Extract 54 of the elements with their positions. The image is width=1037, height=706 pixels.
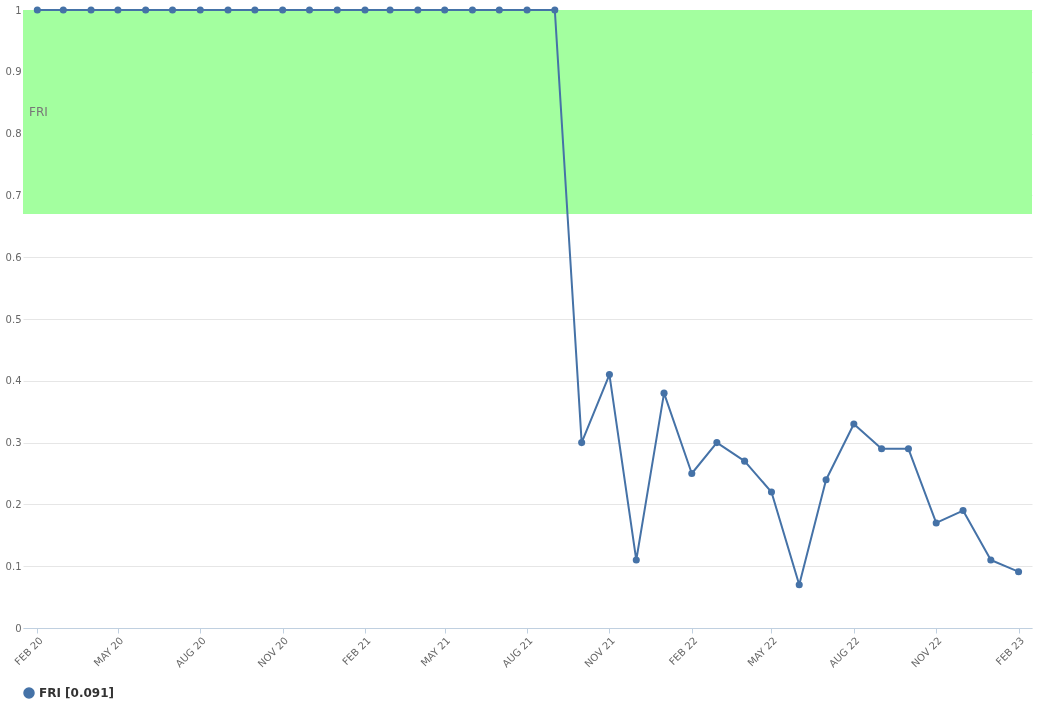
x-tick-label: FEB 21 (340, 634, 373, 668)
y-tick-label: 0.6 (5, 251, 22, 263)
point (386, 6, 394, 14)
point (279, 6, 287, 14)
point (33, 6, 41, 14)
point (578, 439, 586, 447)
y-tick-label: 0.7 (5, 189, 22, 201)
point (987, 556, 995, 564)
legend-label: FRI [0.091] (39, 686, 115, 700)
point (632, 556, 640, 564)
y-tick-label: 1 (15, 4, 22, 16)
point (495, 6, 503, 14)
point (660, 389, 668, 397)
y-tick-label: 0.1 (5, 560, 22, 572)
y-tick-label: 0 (15, 622, 22, 634)
point (441, 6, 449, 14)
y-tick-label: 0.8 (5, 128, 22, 140)
point (196, 6, 204, 14)
point (305, 6, 314, 14)
point (932, 519, 940, 527)
point (168, 6, 177, 14)
point (713, 439, 721, 447)
band-label: FRI (29, 104, 48, 119)
y-tick-label: 0.2 (5, 498, 22, 510)
y-tick-label: 0.5 (5, 313, 22, 325)
point (795, 581, 803, 589)
point (251, 6, 259, 14)
point (333, 6, 341, 14)
y-tick-label: 0.9 (5, 66, 22, 78)
point (850, 420, 858, 428)
point (878, 445, 886, 453)
x-tick-label: FEB 20 (12, 634, 45, 668)
point (551, 6, 559, 14)
point (59, 6, 67, 14)
y-tick-label: 0.4 (5, 375, 22, 387)
point (87, 6, 95, 14)
x-tick-label: FEB 22 (666, 634, 700, 668)
point (414, 6, 422, 14)
x-tick-label: FEB 23 (993, 634, 1027, 668)
point (605, 371, 613, 379)
point (142, 6, 150, 14)
point (822, 476, 830, 484)
point (959, 507, 967, 515)
point (741, 457, 749, 465)
point (468, 6, 476, 14)
point (1015, 568, 1023, 576)
y-tick-label: 0.3 (5, 437, 22, 449)
point (224, 6, 232, 14)
point (361, 6, 369, 14)
point (114, 6, 122, 14)
point (904, 445, 912, 453)
point (523, 6, 531, 14)
point (688, 469, 696, 478)
point (767, 488, 775, 496)
